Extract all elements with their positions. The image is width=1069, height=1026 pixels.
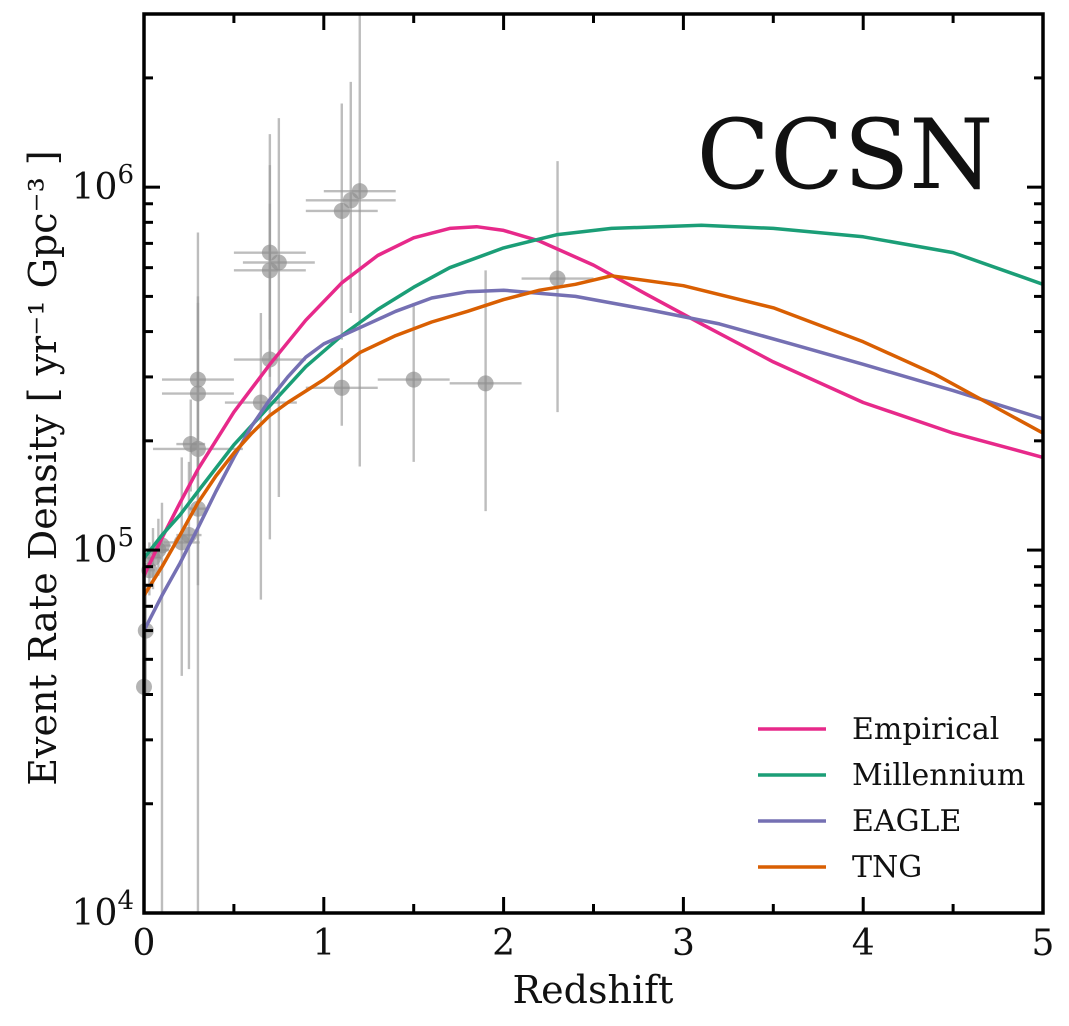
observation-point xyxy=(137,585,154,695)
tick-labels: 0 1 2 3 4 5 104 105 106 xyxy=(72,160,1055,964)
x-tick-label: 5 xyxy=(1032,923,1055,964)
observation-point xyxy=(305,81,396,314)
observation-marker xyxy=(477,375,494,392)
observation-point xyxy=(163,457,200,676)
legend-label: Millennium xyxy=(852,758,1025,793)
observation-point xyxy=(323,14,396,467)
series-line-millennium xyxy=(144,223,1043,560)
y-tick-label: 105 xyxy=(72,523,134,571)
model-series xyxy=(144,223,1043,633)
series-line-eagle xyxy=(144,288,1043,633)
x-tick-label: 3 xyxy=(672,923,695,964)
plot-frame xyxy=(142,12,1045,915)
x-tick-label: 0 xyxy=(133,923,156,964)
observations xyxy=(136,14,594,913)
x-tick-label: 4 xyxy=(852,923,875,964)
legend-entry: Empirical xyxy=(758,712,999,747)
observation-point xyxy=(233,134,306,340)
observation-marker xyxy=(549,270,566,287)
chart-annotation: CCSN xyxy=(697,99,994,211)
observation-point xyxy=(449,270,522,512)
legend-entry: Millennium xyxy=(758,758,1025,793)
x-tick-label: 2 xyxy=(492,923,515,964)
x-tick-label: 1 xyxy=(312,923,335,964)
legend: Empirical Millennium EAGLE TNG xyxy=(758,712,1025,885)
legend-label: EAGLE xyxy=(852,804,961,839)
observation-point xyxy=(377,302,450,462)
legend-entry: TNG xyxy=(758,850,922,885)
y-tick-label: 106 xyxy=(72,160,134,208)
observation-marker xyxy=(333,379,350,396)
legend-entry: EAGLE xyxy=(758,804,961,839)
y-tick-label: 104 xyxy=(72,886,134,934)
x-axis-label: Redshift xyxy=(513,968,674,1012)
series-line-tng xyxy=(144,274,1043,598)
observation-marker xyxy=(189,371,206,388)
y-axis-label: Event Rate Density [ yr⁻¹ Gpc⁻³ ] xyxy=(21,150,65,785)
observation-point xyxy=(305,348,378,426)
series-line-empirical xyxy=(144,224,1043,578)
observation-point xyxy=(305,103,378,340)
observation-marker xyxy=(333,202,350,219)
legend-label: Empirical xyxy=(852,712,999,747)
observation-point xyxy=(242,118,315,498)
observation-marker xyxy=(351,183,368,200)
legend-label: TNG xyxy=(852,850,922,885)
observation-point xyxy=(161,296,234,467)
observation-marker xyxy=(405,371,422,388)
observation-marker xyxy=(270,254,287,271)
